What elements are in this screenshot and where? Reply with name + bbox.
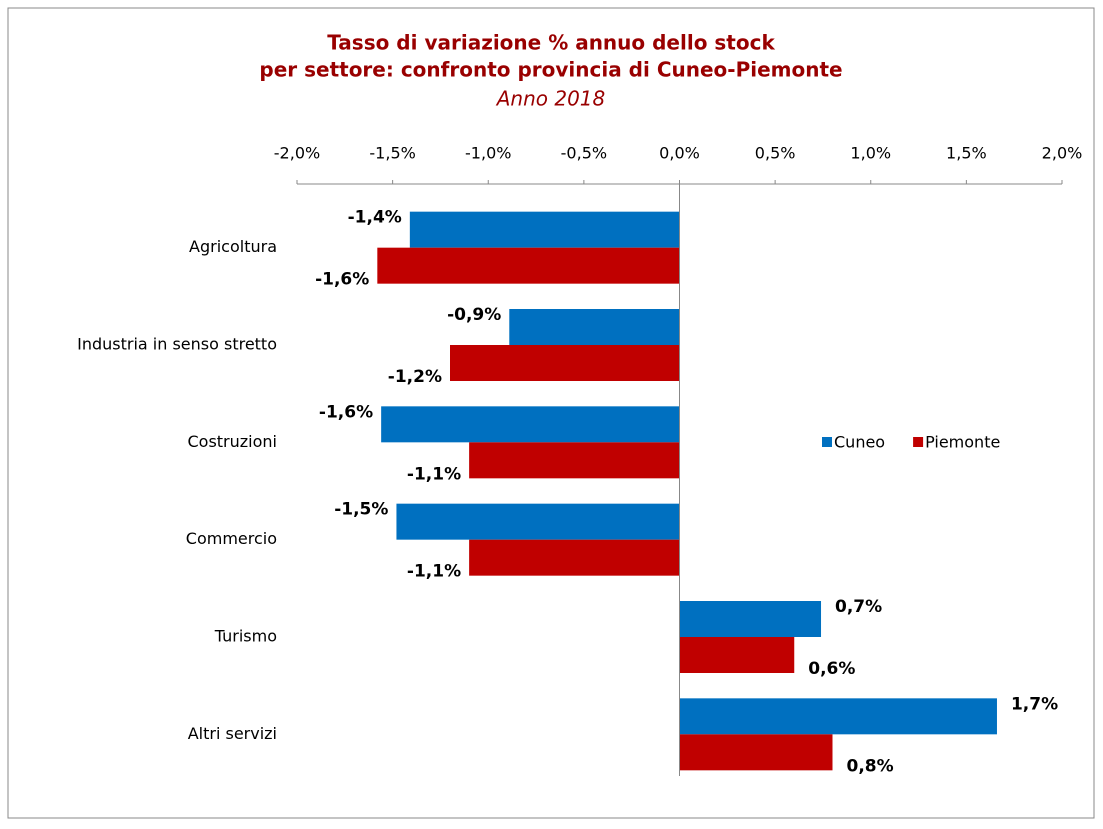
x-tick-label: 0,5% xyxy=(755,144,796,163)
value-label: -1,4% xyxy=(348,208,402,228)
x-tick-label: -1,0% xyxy=(465,144,511,163)
y-tick-label: Agricoltura xyxy=(189,237,277,256)
bar xyxy=(469,539,680,576)
bar xyxy=(409,211,680,248)
x-tick-label: -1,5% xyxy=(369,144,415,163)
bar xyxy=(679,601,822,637)
value-label: 0,7% xyxy=(835,597,882,617)
y-tick-label: Altri servizi xyxy=(188,724,277,743)
bar xyxy=(450,345,680,381)
value-label: -1,1% xyxy=(407,464,461,484)
x-tick-label: 1,0% xyxy=(850,144,891,163)
y-tick-label: Turismo xyxy=(214,627,277,646)
bar xyxy=(679,698,997,735)
legend-label: Piemonte xyxy=(925,433,1000,452)
legend-label: Cuneo xyxy=(834,433,885,452)
bar xyxy=(377,247,680,284)
value-label: 0,8% xyxy=(847,756,894,776)
legend-swatch xyxy=(913,437,924,447)
value-label: 1,7% xyxy=(1011,694,1058,714)
x-tick-label: -0,5% xyxy=(561,144,607,163)
value-label: -1,2% xyxy=(388,367,442,387)
chart-title: Tasso di variazione % annuo dello stock xyxy=(327,31,775,55)
bar xyxy=(679,734,833,771)
x-tick-label: 2,0% xyxy=(1042,144,1083,163)
bar xyxy=(381,406,680,443)
value-label: -1,6% xyxy=(319,402,373,422)
bar xyxy=(509,309,680,345)
x-tick-label: -2,0% xyxy=(274,144,320,163)
bar xyxy=(679,637,795,673)
chart-subtitle: Anno 2018 xyxy=(495,87,606,111)
bar xyxy=(469,442,680,479)
y-tick-label: Costruzioni xyxy=(187,432,277,451)
chart-title: per settore: confronto provincia di Cune… xyxy=(259,58,842,82)
value-label: -0,9% xyxy=(447,305,501,325)
value-label: -1,1% xyxy=(407,562,461,582)
bar xyxy=(396,503,680,540)
y-tick-label: Commercio xyxy=(186,529,277,548)
y-tick-label: Industria in senso stretto xyxy=(77,335,277,354)
value-label: 0,6% xyxy=(808,659,855,679)
x-tick-label: 1,5% xyxy=(946,144,987,163)
value-label: -1,5% xyxy=(334,500,388,520)
legend-swatch xyxy=(822,437,832,447)
value-label: -1,6% xyxy=(315,270,369,290)
x-tick-label: 0,0% xyxy=(659,144,700,163)
